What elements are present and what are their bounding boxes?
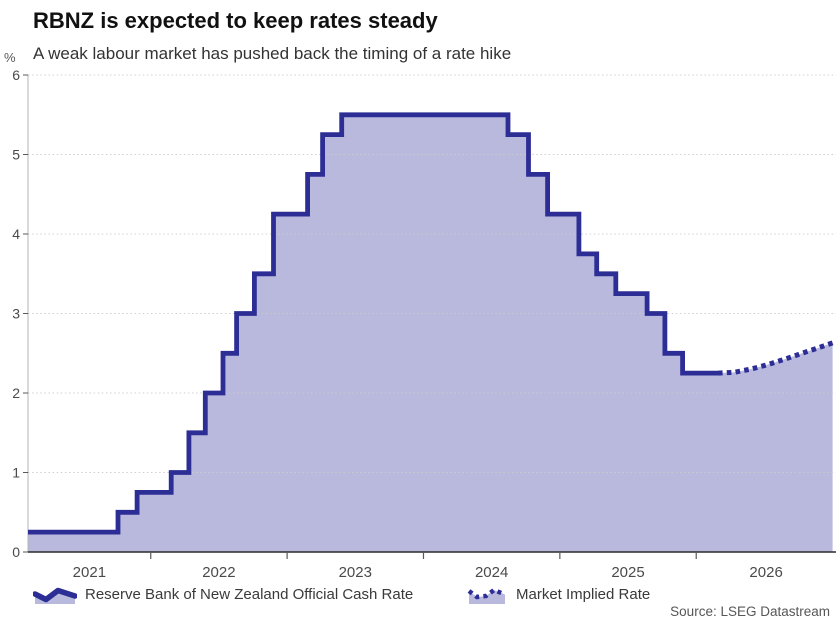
rate-area-fill [28,114,833,553]
x-year-label-2026: 2026 [749,564,782,581]
ocr-step-line [28,112,718,535]
legend-item-market-implied-rate: Market Implied Rate [466,583,650,605]
market-implied-dotted-line [717,340,834,376]
page-subtitle: A weak labour market has pushed back the… [33,44,512,63]
dotted-line-swatch-icon [467,587,506,604]
solid-line-swatch-icon [33,587,77,604]
legend-label-official-cash-rate: Reserve Bank of New Zealand Official Cas… [85,585,414,603]
y-tick-label-3: 3 [12,306,20,322]
y-tick-label-4: 4 [12,226,20,242]
x-year-label-2021: 2021 [73,564,106,581]
x-year-label-2023: 2023 [339,564,372,581]
y-tick-label-5: 5 [12,147,20,163]
y-tick-label-2: 2 [12,385,20,401]
page-title: RBNZ is expected to keep rates steady [33,8,438,33]
y-tick-label-1: 1 [12,465,20,481]
legend-item-official-cash-rate: Reserve Bank of New Zealand Official Cas… [33,583,413,605]
y-axis-unit-label: % [4,50,16,65]
source-attribution: Source: LSEG Datastream [670,604,830,619]
y-tick-label-0: 0 [12,544,20,560]
x-year-label-2025: 2025 [611,564,644,581]
y-tick-label-6: 6 [12,67,20,83]
x-year-label-2024: 2024 [475,564,508,581]
legend-label-market-implied-rate: Market Implied Rate [516,585,651,603]
x-year-label-2022: 2022 [202,564,235,581]
